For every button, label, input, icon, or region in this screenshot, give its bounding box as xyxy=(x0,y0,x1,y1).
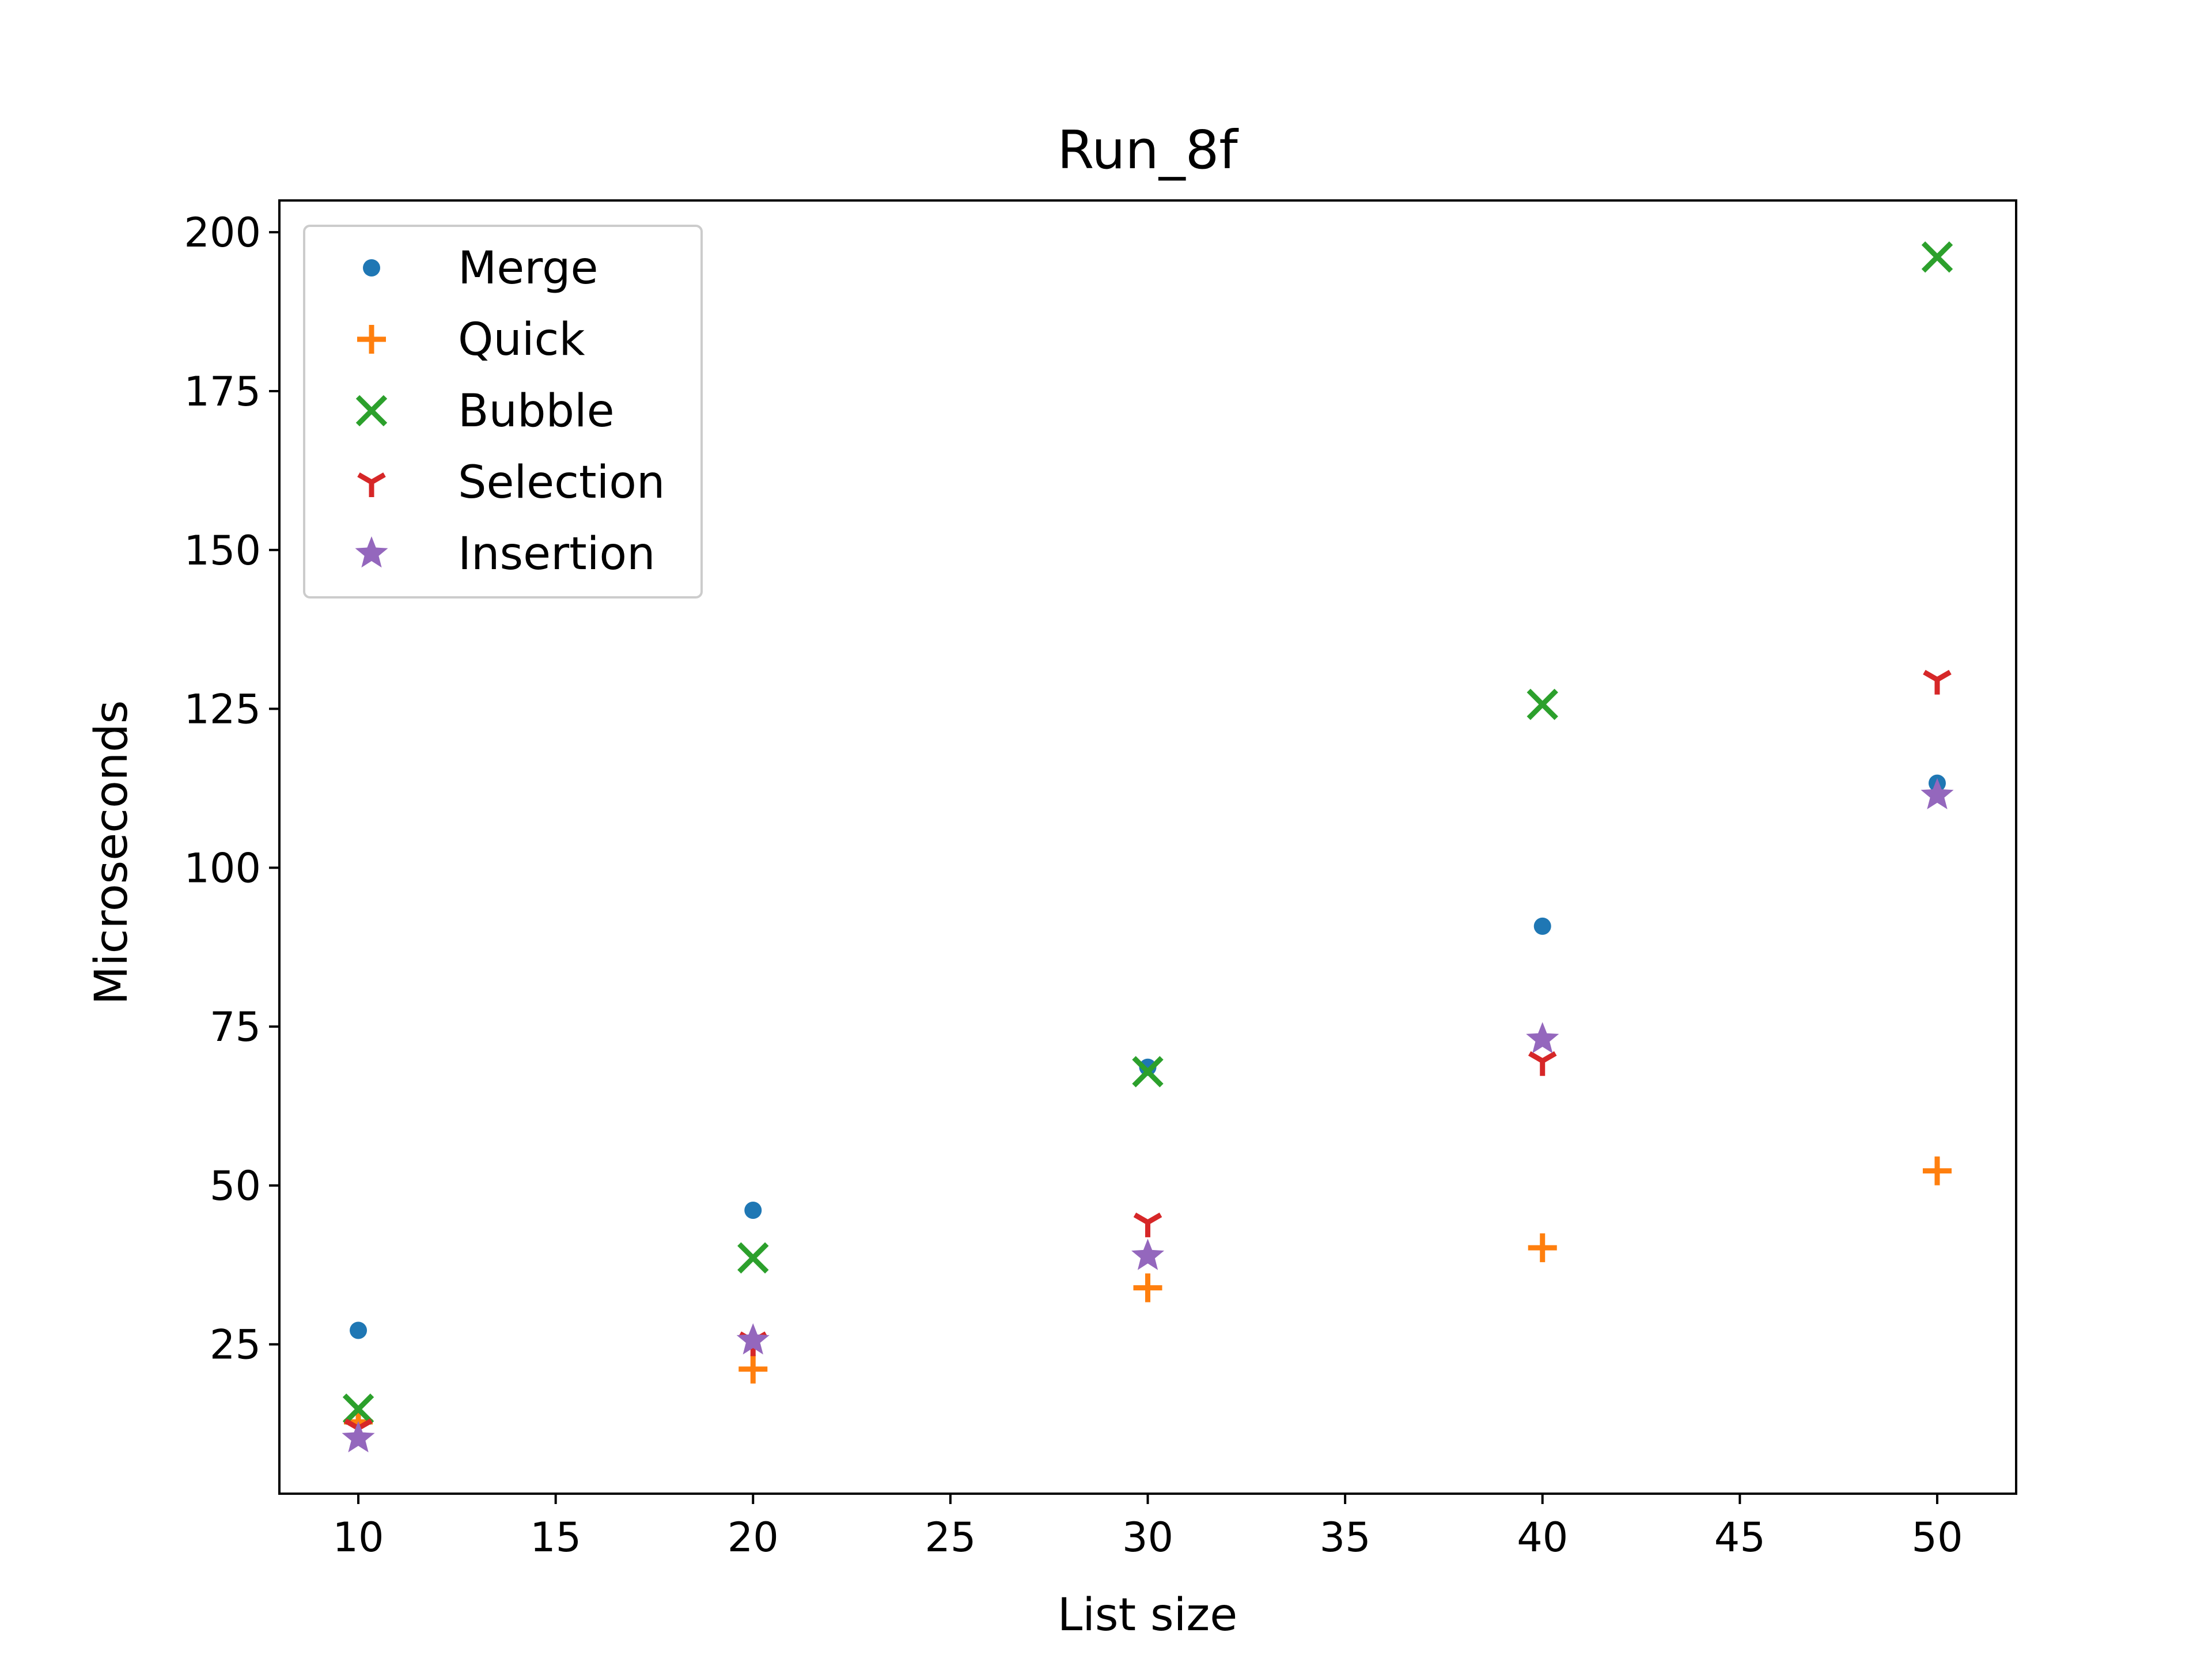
data-point xyxy=(1921,241,1953,273)
data-point xyxy=(1133,1213,1162,1237)
data-point xyxy=(738,1354,768,1384)
y-axis: 25 50 75 100 125 150 175 200 xyxy=(184,209,279,1369)
chart-title: Run_8f xyxy=(1057,119,1239,181)
y-tick-label: 200 xyxy=(184,209,261,256)
legend-entry: Quick xyxy=(357,314,585,366)
legend-entry: Insertion xyxy=(355,528,656,580)
legend-marker xyxy=(363,259,380,276)
data-point xyxy=(1533,917,1551,935)
plot-frame xyxy=(278,199,2017,1495)
x-tick-label: 40 xyxy=(1517,1514,1568,1561)
data-point xyxy=(342,1421,375,1453)
data-point xyxy=(1528,1051,1557,1076)
y-tick-label: 50 xyxy=(210,1162,261,1210)
x-axis: 10 15 20 25 30 35 40 45 50 xyxy=(333,1494,1963,1561)
data-point xyxy=(744,1201,762,1219)
data-point xyxy=(737,1242,769,1274)
x-axis-label: List size xyxy=(1058,1589,1237,1641)
data-point xyxy=(350,1321,368,1339)
data-point xyxy=(1922,1156,1952,1185)
series-insertion xyxy=(342,778,1954,1453)
data-point xyxy=(1139,1058,1157,1076)
plot-area xyxy=(342,241,1954,1453)
y-axis-label: Microseconds xyxy=(86,700,138,1005)
x-tick-label: 20 xyxy=(728,1514,779,1561)
legend-label: Selection xyxy=(458,457,665,509)
legend-entry: Selection xyxy=(357,457,665,509)
data-point xyxy=(1528,1233,1557,1263)
legend-marker xyxy=(355,395,388,427)
data-point xyxy=(1133,1273,1162,1302)
legend: Merge Quick Bubble Selection Insertion xyxy=(303,225,703,599)
y-tick-label: 25 xyxy=(210,1321,261,1369)
legend-label: Bubble xyxy=(458,385,615,437)
x-tick-label: 45 xyxy=(1714,1514,1766,1561)
x-tick-label: 30 xyxy=(1122,1514,1173,1561)
y-tick-label: 100 xyxy=(184,844,261,892)
x-tick-label: 35 xyxy=(1320,1514,1371,1561)
y-tick-label: 75 xyxy=(210,1003,261,1051)
legend-label: Quick xyxy=(458,314,585,366)
data-point xyxy=(1131,1238,1164,1270)
data-point xyxy=(1132,1056,1164,1088)
legend-marker xyxy=(357,325,386,354)
data-point xyxy=(1527,688,1558,721)
series-quick xyxy=(344,1156,1952,1437)
legend-entry: Merge xyxy=(363,243,598,294)
series-merge xyxy=(350,774,1946,1339)
x-tick-label: 25 xyxy=(925,1514,976,1561)
legend-label: Insertion xyxy=(458,528,656,580)
data-point xyxy=(1526,1022,1559,1054)
y-tick-label: 175 xyxy=(184,368,261,415)
legend-entry: Bubble xyxy=(355,385,615,437)
x-tick-label: 50 xyxy=(1911,1514,1963,1561)
series-selection xyxy=(344,669,1952,1444)
data-point xyxy=(736,1323,770,1355)
y-tick-label: 150 xyxy=(184,527,261,574)
y-tick-label: 125 xyxy=(184,686,261,733)
data-point xyxy=(1921,778,1954,809)
series-bubble xyxy=(342,241,1953,1425)
data-point xyxy=(342,1393,374,1425)
legend-box xyxy=(303,225,703,599)
x-tick-label: 15 xyxy=(530,1514,581,1561)
legend-marker xyxy=(355,536,388,568)
data-point xyxy=(1923,669,1952,695)
legend-label: Merge xyxy=(458,243,598,294)
x-tick-label: 10 xyxy=(333,1514,384,1561)
legend-marker xyxy=(357,472,386,497)
